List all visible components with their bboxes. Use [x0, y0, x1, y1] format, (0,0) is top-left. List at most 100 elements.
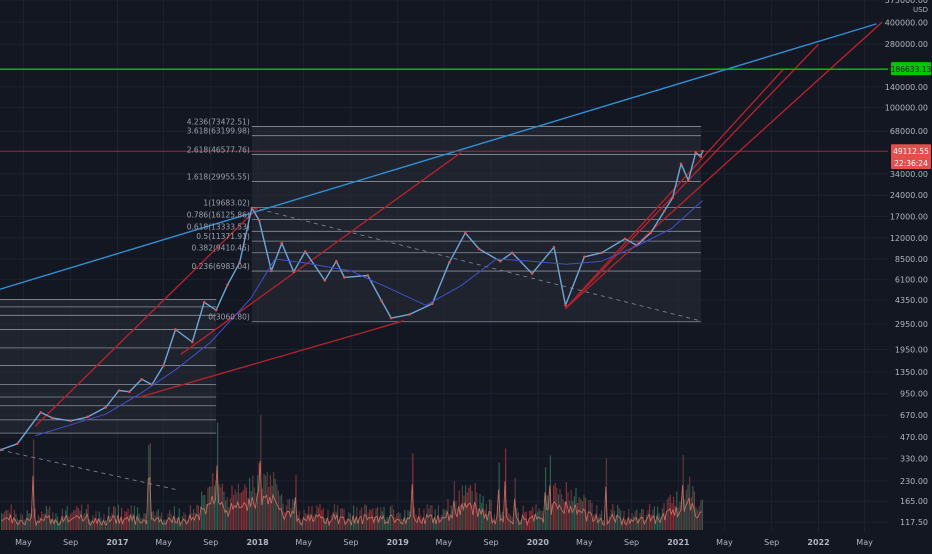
volume-bar	[325, 519, 327, 530]
volume-bar	[26, 510, 28, 530]
volume-bar	[79, 510, 81, 530]
volume-bar	[687, 484, 689, 530]
volume-bar	[223, 491, 225, 530]
volume-bar	[105, 520, 107, 530]
data-point	[699, 155, 702, 158]
price-tick-label: 1950.00	[895, 345, 928, 354]
volume-bar	[42, 513, 44, 530]
data-point	[69, 419, 72, 423]
volume-bar	[165, 520, 167, 530]
volume-bar	[2, 514, 4, 530]
volume-bar	[481, 502, 483, 530]
trend-line	[565, 43, 820, 309]
price-tick-label: 12000.00	[890, 234, 928, 243]
volume-bar	[487, 513, 489, 530]
volume-bar	[357, 519, 359, 530]
volume-bar	[586, 515, 588, 530]
fib-level-label: 4.236(73472.51)	[187, 117, 250, 126]
volume-bar	[439, 516, 441, 530]
fib-level-label: 0.236(6983.04)	[192, 262, 250, 271]
volume-bar	[621, 520, 623, 530]
volume-bar	[661, 508, 663, 530]
volume-bar	[225, 500, 227, 530]
volume-bar	[25, 521, 27, 530]
volume-bar	[674, 506, 676, 530]
volume-bar	[500, 514, 502, 530]
volume-bar	[132, 513, 134, 530]
volume-bar	[669, 494, 671, 530]
volume-bar	[301, 521, 303, 530]
volume-bar	[60, 520, 62, 530]
volume-bar	[578, 497, 580, 530]
data-point	[694, 151, 697, 154]
volume-bar	[588, 500, 590, 530]
volume-bar	[141, 518, 143, 530]
time-tick-label: May	[15, 538, 32, 547]
volume-bar	[463, 495, 465, 530]
volume-bar	[495, 519, 497, 530]
volume-bar	[201, 491, 203, 530]
data-point	[250, 206, 254, 210]
volume-bar	[615, 516, 617, 530]
data-point	[140, 377, 143, 381]
data-point	[303, 250, 307, 253]
trend-line	[139, 320, 404, 398]
volume-bar	[20, 513, 22, 530]
data-point	[623, 237, 627, 241]
volume-bar	[599, 514, 601, 530]
price-tick-label: 400000.00	[885, 18, 928, 27]
volume-bar	[154, 515, 156, 530]
volume-bar	[69, 514, 71, 530]
volume-bar	[4, 511, 6, 530]
volume-bar	[335, 511, 337, 530]
volume-bar	[252, 475, 254, 530]
fib-level-label: 1(19683.02)	[203, 198, 249, 207]
volume-bar	[77, 507, 79, 530]
volume-bar	[292, 498, 294, 530]
price-tick-label: 4350.00	[895, 296, 928, 305]
trend-line	[34, 207, 259, 427]
volume-bar	[274, 478, 276, 530]
time-axis[interactable]: May Sep 2017 May Sep 2018 May Sep 2019 May Sep 2020…	[0, 532, 932, 550]
volume-bar	[668, 497, 670, 530]
volume-bar	[340, 508, 342, 530]
currency-label: USD	[913, 6, 928, 14]
volume-bar	[394, 517, 396, 530]
volume-bar	[597, 517, 599, 530]
volume-bar	[364, 504, 366, 530]
data-point	[366, 274, 370, 277]
data-point	[662, 209, 666, 213]
volume-bar	[305, 513, 307, 530]
volume-bar	[1, 513, 3, 530]
data-point	[257, 218, 261, 222]
data-point	[583, 255, 586, 259]
volume-bar	[396, 513, 398, 530]
data-point	[226, 283, 229, 286]
volume-bar	[241, 492, 243, 530]
volume-bar	[474, 483, 476, 530]
volume-bar	[442, 508, 444, 530]
volume-bar	[245, 487, 247, 530]
data-point	[323, 279, 327, 282]
volume-bar	[652, 509, 654, 530]
price-axis[interactable]: 575000.00 400000.00 280000.00 140000.00 1000…	[885, 0, 932, 550]
volume-bar	[497, 505, 499, 530]
volume-bar	[554, 483, 556, 530]
volume-bar	[561, 494, 563, 530]
volume-bar	[244, 484, 246, 530]
volume-bar	[436, 519, 438, 530]
volume-bar	[321, 510, 323, 530]
volume-bar	[557, 494, 559, 530]
volume-bar	[268, 486, 270, 530]
volume-bar	[348, 512, 350, 530]
price-tick-label: 330.00	[900, 455, 928, 464]
volume-bar	[210, 486, 212, 530]
volume-bar	[533, 514, 535, 530]
trend-line	[0, 23, 877, 290]
data-point	[447, 261, 451, 265]
data-point	[270, 269, 273, 273]
time-tick-label: 2021	[667, 538, 690, 547]
volume-bar	[313, 515, 315, 530]
